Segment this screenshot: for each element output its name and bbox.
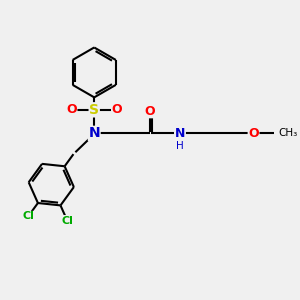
- Text: N: N: [175, 127, 185, 140]
- Text: O: O: [248, 127, 259, 140]
- Text: O: O: [66, 103, 77, 116]
- Text: H: H: [176, 141, 184, 151]
- Text: Cl: Cl: [61, 216, 73, 226]
- Text: Cl: Cl: [22, 212, 34, 221]
- Text: S: S: [89, 103, 99, 117]
- Text: O: O: [112, 103, 122, 116]
- Text: O: O: [144, 105, 155, 118]
- Text: CH₃: CH₃: [278, 128, 298, 138]
- Text: N: N: [88, 126, 100, 140]
